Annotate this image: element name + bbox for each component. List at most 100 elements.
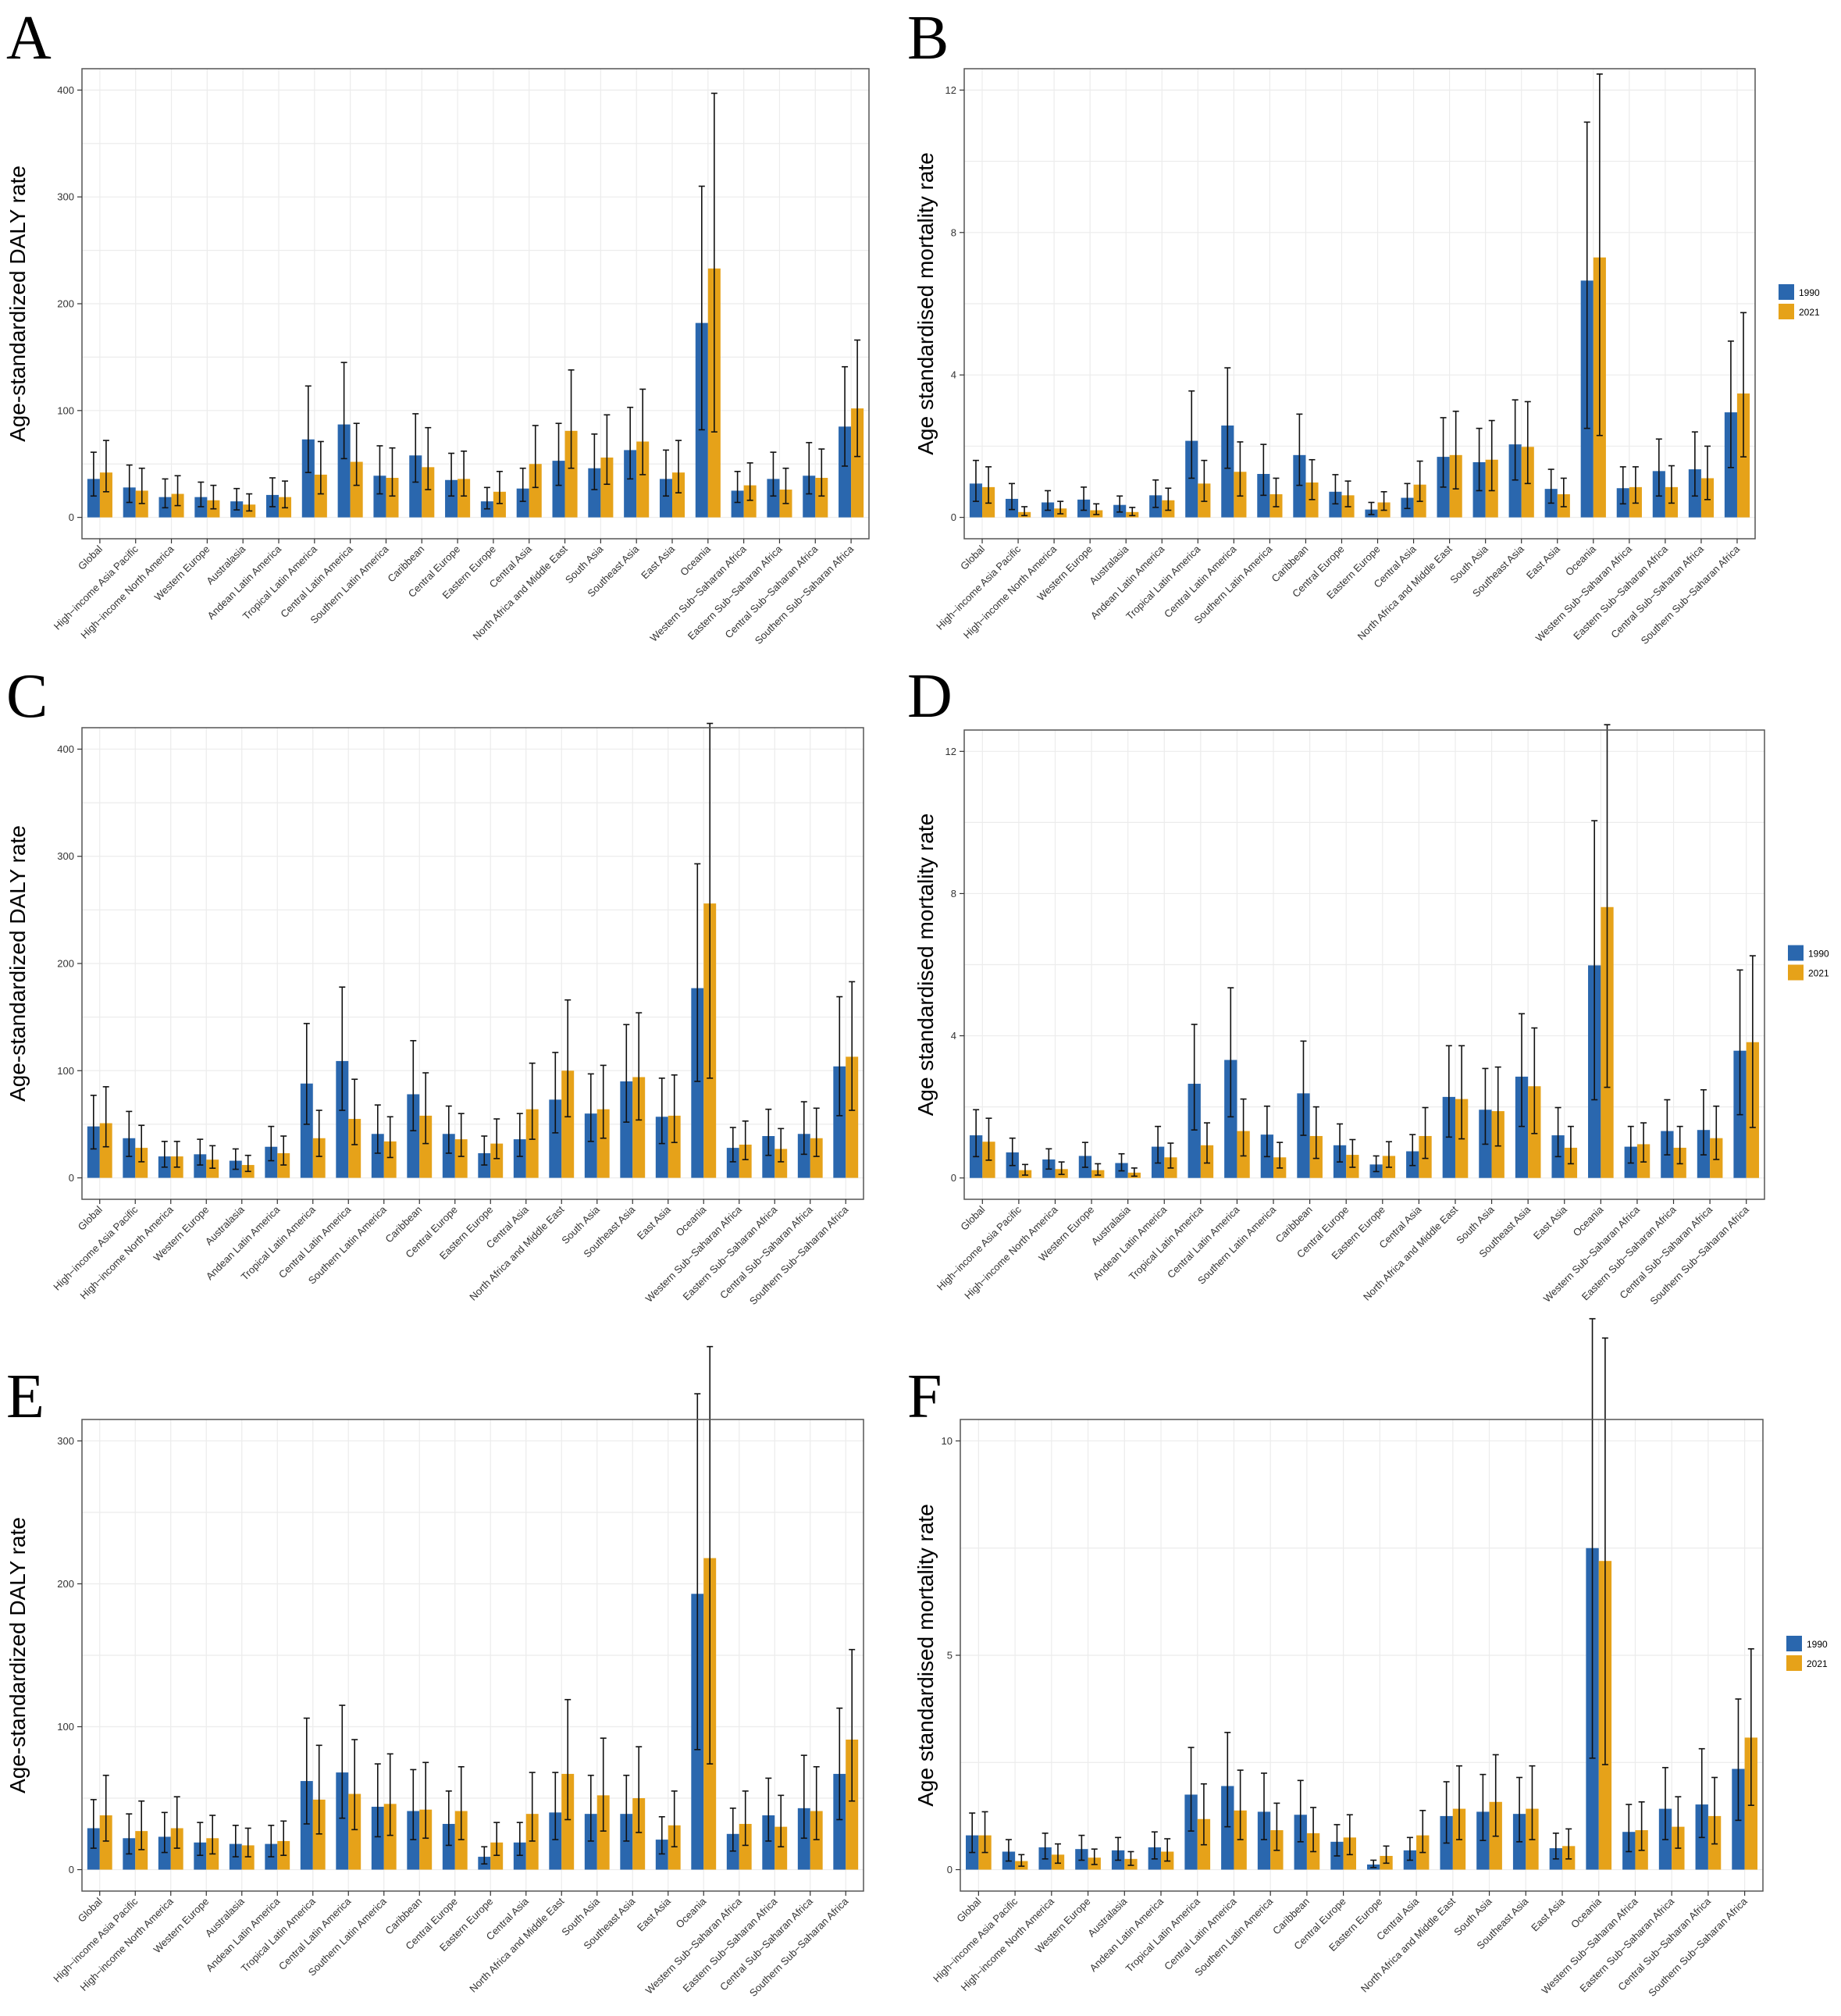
- bar-2021-south-asia: [600, 458, 614, 518]
- bar-1990-central-latin-america: [337, 424, 351, 518]
- error-bar: [604, 414, 611, 486]
- error-bar: [1383, 1845, 1390, 1865]
- bar-2021-southern-sub-saharan-africa: [846, 1056, 859, 1178]
- bar-2021-western-sub-saharan-africa: [739, 1823, 752, 1870]
- error-bar: [162, 478, 169, 509]
- error-bar: [813, 1765, 820, 1840]
- panel-letter: C: [6, 662, 48, 731]
- bar-2021-central-asia: [525, 1814, 539, 1870]
- y-tick-label: 0: [947, 1864, 953, 1875]
- error-bar: [813, 1107, 820, 1157]
- error-bar: [552, 1052, 559, 1134]
- error-bar: [1529, 1765, 1536, 1840]
- error-bar: [1482, 1067, 1489, 1145]
- error-bar: [280, 1820, 287, 1857]
- error-bar: [1747, 1647, 1754, 1806]
- bar-2021-global: [99, 472, 112, 518]
- x-tick-label: Oceania: [678, 543, 713, 578]
- x-tick-label: East Asia: [1531, 1203, 1569, 1241]
- error-bar: [1127, 1850, 1134, 1866]
- bar-1990-central-asia: [516, 488, 529, 518]
- bar-1990-western-sub-saharan-africa: [731, 490, 744, 518]
- bar-1990-southern-latin-america: [371, 1134, 384, 1178]
- error-bar: [1188, 390, 1195, 479]
- bar-1990-southeast-asia: [1508, 444, 1522, 518]
- bar-2021-central-sub-saharan-africa: [810, 1138, 823, 1178]
- y-tick-label: 300: [57, 191, 74, 203]
- error-bar: [658, 1077, 665, 1145]
- y-axis: 0 4 8 12: [945, 746, 964, 1184]
- bar-2021-central-europe: [458, 479, 471, 518]
- bar-1990-central-sub-saharan-africa: [797, 1134, 810, 1178]
- error-bar: [1409, 1134, 1416, 1167]
- error-bar: [1045, 490, 1052, 511]
- error-bar: [304, 385, 312, 473]
- bar-1990-south-asia: [584, 1814, 597, 1870]
- error-bar: [1619, 466, 1626, 505]
- error-bar: [269, 477, 276, 508]
- bar-1990-andean-latin-america: [265, 1146, 278, 1178]
- y-tick-label: 300: [57, 850, 74, 862]
- error-bar: [126, 464, 133, 504]
- error-bar: [386, 1116, 393, 1159]
- bar-1990-western-sub-saharan-africa: [726, 1148, 739, 1178]
- error-bar: [1416, 460, 1423, 502]
- error-bar: [1201, 459, 1208, 502]
- error-bar: [410, 1768, 417, 1840]
- error-bar: [1736, 969, 1743, 1116]
- error-bar: [1081, 1142, 1088, 1168]
- bar-2021-east-asia: [672, 472, 685, 518]
- error-bar: [1422, 1106, 1429, 1159]
- error-bar: [568, 369, 575, 469]
- bar-2021-central-sub-saharan-africa: [815, 478, 828, 518]
- error-bar: [778, 1794, 785, 1848]
- error-bar: [351, 1739, 358, 1831]
- error-bar: [232, 1825, 239, 1857]
- error-bar: [422, 1761, 429, 1840]
- bar-2021-southern-latin-america: [386, 478, 399, 518]
- error-bar: [268, 1825, 275, 1857]
- y-tick-label: 200: [57, 1578, 74, 1590]
- error-bar: [636, 1746, 643, 1833]
- error-bar: [102, 1086, 109, 1148]
- bar-1990-east-asia: [655, 1840, 668, 1870]
- bar-1990-central-latin-america: [1221, 425, 1234, 518]
- y-tick-label: 4: [951, 369, 956, 381]
- bar-1990-central-sub-saharan-africa: [803, 476, 816, 518]
- bar-2021-north-africa-and-middle-east: [561, 1773, 575, 1870]
- error-bar: [532, 425, 539, 489]
- error-bar: [1662, 1767, 1669, 1840]
- y-axis-title: Age-standardized DALY rate: [5, 166, 30, 442]
- error-bar: [1516, 1776, 1523, 1843]
- bar-1990-eastern-sub-saharan-africa: [767, 479, 780, 518]
- error-bar: [1131, 1167, 1138, 1177]
- error-bar: [280, 1135, 287, 1166]
- error-bar: [1749, 955, 1756, 1128]
- panel-letter: E: [6, 1362, 45, 1431]
- bar-1990-western-europe: [194, 1154, 207, 1178]
- error-bar: [836, 1707, 843, 1821]
- error-bar: [1565, 1828, 1572, 1860]
- legend: 1990 2021: [1786, 1636, 1828, 1671]
- series-1990: [969, 121, 1737, 518]
- bar-2021-central-europe: [454, 1811, 468, 1870]
- error-bar: [445, 1790, 452, 1847]
- error-bar: [1406, 1836, 1413, 1861]
- error-bar: [340, 362, 347, 460]
- error-bar: [461, 451, 468, 497]
- error-bar: [836, 996, 843, 1117]
- bar-2021-high-income-asia-pacific: [135, 1831, 148, 1870]
- bar-2021-southern-sub-saharan-africa: [846, 1739, 859, 1870]
- error-bar: [1152, 479, 1159, 508]
- error-bar: [458, 1765, 465, 1840]
- y-tick-label: 0: [69, 1172, 74, 1184]
- series-2021: [99, 92, 864, 518]
- bar-1990-global: [87, 1828, 100, 1870]
- error-bar: [636, 1012, 643, 1121]
- error-bar: [623, 1774, 630, 1842]
- error-bar: [138, 1800, 145, 1850]
- error-bar: [209, 1815, 216, 1855]
- bar-1990-central-latin-america: [1221, 1786, 1234, 1870]
